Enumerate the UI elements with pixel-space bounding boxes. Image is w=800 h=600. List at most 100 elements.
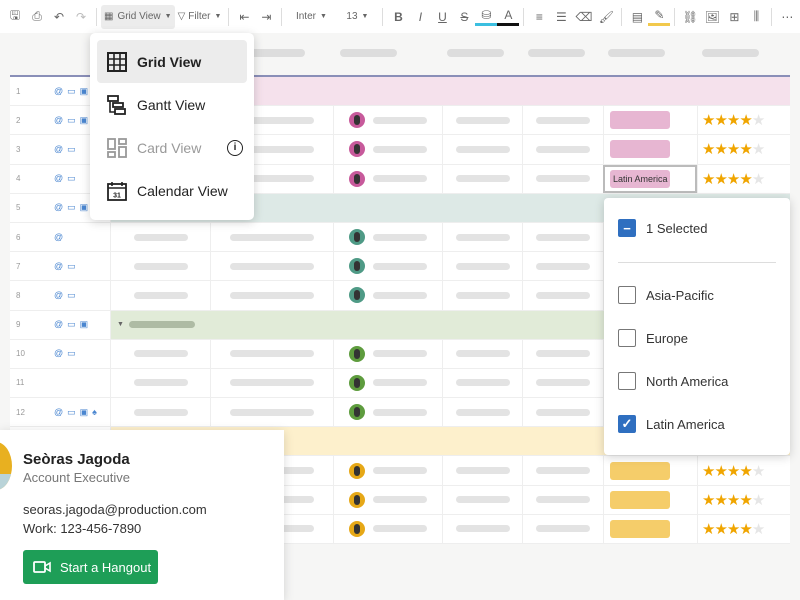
- chat-icon[interactable]: @: [54, 143, 64, 154]
- wrap-icon[interactable]: ☰: [556, 9, 567, 24]
- cell[interactable]: [110, 281, 210, 310]
- chat-icon[interactable]: @: [54, 319, 64, 330]
- attachment-icon[interactable]: ▣: [79, 319, 89, 330]
- comment-icon[interactable]: ▭: [67, 319, 76, 330]
- underline-icon[interactable]: U: [438, 9, 447, 24]
- comment-icon[interactable]: ▭: [67, 260, 76, 271]
- owner-cell[interactable]: [333, 485, 442, 514]
- star-rating[interactable]: ★★★★★: [702, 140, 765, 159]
- cell[interactable]: [210, 368, 333, 398]
- bell-icon[interactable]: ♠: [92, 406, 97, 417]
- cell[interactable]: [210, 281, 333, 310]
- comment-icon[interactable]: ▭: [67, 114, 76, 125]
- cell[interactable]: [110, 368, 210, 398]
- font-select[interactable]: Inter ▼: [295, 11, 327, 22]
- cell[interactable]: [210, 339, 333, 368]
- region-cell[interactable]: [603, 398, 697, 427]
- cell[interactable]: [522, 164, 603, 193]
- star-icon[interactable]: ★: [714, 520, 727, 538]
- filter-button[interactable]: ▽ Filter ▼: [177, 11, 222, 22]
- indent-icon[interactable]: ⇥: [261, 9, 272, 24]
- cell[interactable]: [522, 514, 603, 543]
- cell[interactable]: [522, 281, 603, 310]
- print-icon[interactable]: ⎙: [32, 9, 42, 23]
- menu-item-gantt-view[interactable]: Gantt View: [97, 83, 247, 126]
- star-rating[interactable]: ★★★★★: [702, 170, 765, 188]
- cell[interactable]: [522, 398, 603, 427]
- region-cell[interactable]: [603, 281, 697, 310]
- highlight-icon[interactable]: ✎: [648, 8, 671, 26]
- cell[interactable]: [110, 222, 210, 252]
- star-icon[interactable]: ★: [714, 170, 727, 188]
- chat-icon[interactable]: @: [54, 348, 64, 359]
- cell[interactable]: [522, 485, 603, 514]
- cell[interactable]: [522, 368, 603, 398]
- star-icon[interactable]: ★: [751, 520, 765, 538]
- owner-cell[interactable]: [333, 398, 442, 427]
- image-icon[interactable]: 🖼: [704, 9, 721, 24]
- comment-icon[interactable]: ▭: [67, 85, 76, 96]
- star-icon[interactable]: ★: [751, 491, 765, 509]
- region-cell[interactable]: [603, 106, 697, 135]
- star-icon[interactable]: ★: [714, 112, 727, 130]
- star-icon[interactable]: ★: [702, 520, 715, 538]
- menu-item-calendar-view[interactable]: 31 Calendar View: [97, 169, 247, 212]
- cell[interactable]: [442, 135, 522, 164]
- cell[interactable]: [210, 252, 333, 281]
- star-icon[interactable]: ★: [714, 491, 727, 509]
- table-row[interactable]: 10 @ ▭: [10, 339, 790, 369]
- table-row[interactable]: 8 @ ▭: [10, 281, 790, 311]
- star-icon[interactable]: ★: [739, 491, 752, 509]
- star-icon[interactable]: ★: [714, 462, 727, 480]
- cell[interactable]: [210, 222, 333, 252]
- rating-cell[interactable]: ★★★★★: [697, 135, 790, 164]
- owner-cell[interactable]: [333, 456, 442, 485]
- comment-icon[interactable]: ▭: [67, 289, 76, 300]
- star-icon[interactable]: ★: [726, 141, 740, 159]
- cell[interactable]: [110, 339, 210, 368]
- info-icon[interactable]: i: [227, 139, 243, 156]
- star-icon[interactable]: ★: [751, 141, 765, 159]
- star-rating[interactable]: ★★★★★: [702, 491, 765, 509]
- region-cell[interactable]: [603, 368, 697, 398]
- star-icon[interactable]: ★: [751, 462, 765, 480]
- region-cell[interactable]: [603, 222, 697, 252]
- region-cell[interactable]: [603, 514, 697, 543]
- table-row[interactable]: 3 @ ▭ ★★★★★: [10, 135, 790, 165]
- star-icon[interactable]: ★: [726, 462, 740, 480]
- menu-item-card-view[interactable]: Card View i: [97, 126, 247, 169]
- cell[interactable]: [522, 339, 603, 368]
- cell[interactable]: [442, 164, 522, 193]
- region-option-checkbox[interactable]: Asia-Pacific: [618, 286, 714, 304]
- rating-cell[interactable]: ★★★★★: [697, 456, 790, 485]
- collapse-caret-icon[interactable]: ▼: [117, 321, 124, 329]
- owner-cell[interactable]: [333, 514, 442, 543]
- rating-cell[interactable]: ★★★★★: [697, 485, 790, 514]
- table-row[interactable]: 6 @: [10, 222, 790, 253]
- star-rating[interactable]: ★★★★★: [702, 520, 765, 538]
- cell[interactable]: [522, 135, 603, 164]
- cell[interactable]: [110, 252, 210, 281]
- undo-icon[interactable]: ↶: [53, 9, 65, 24]
- chat-icon[interactable]: @: [54, 173, 64, 184]
- fill-color-icon[interactable]: ⛁: [475, 8, 498, 26]
- save-icon[interactable]: 🖫: [9, 8, 21, 22]
- cell[interactable]: [442, 222, 522, 252]
- view-switcher-button[interactable]: ▦ Grid View ▼: [101, 4, 175, 29]
- columns-icon[interactable]: ⫼: [753, 9, 760, 23]
- select-all-checkbox[interactable]: −1 Selected: [618, 219, 707, 237]
- region-cell[interactable]: [603, 456, 697, 485]
- chat-icon[interactable]: @: [54, 289, 64, 300]
- region-option-checkbox[interactable]: ✓ Latin America: [618, 415, 725, 433]
- comment-icon[interactable]: ▭: [67, 348, 76, 359]
- bold-icon[interactable]: B: [394, 9, 403, 24]
- region-cell[interactable]: [603, 485, 697, 514]
- outdent-icon[interactable]: ⇤: [239, 9, 250, 24]
- chat-icon[interactable]: @: [54, 232, 64, 243]
- attachment-icon[interactable]: ▣: [79, 114, 89, 125]
- region-cell[interactable]: [603, 252, 697, 281]
- star-icon[interactable]: ★: [702, 170, 715, 188]
- region-option-checkbox[interactable]: North America: [618, 372, 728, 390]
- italic-icon[interactable]: I: [418, 9, 423, 24]
- owner-cell[interactable]: [333, 252, 442, 281]
